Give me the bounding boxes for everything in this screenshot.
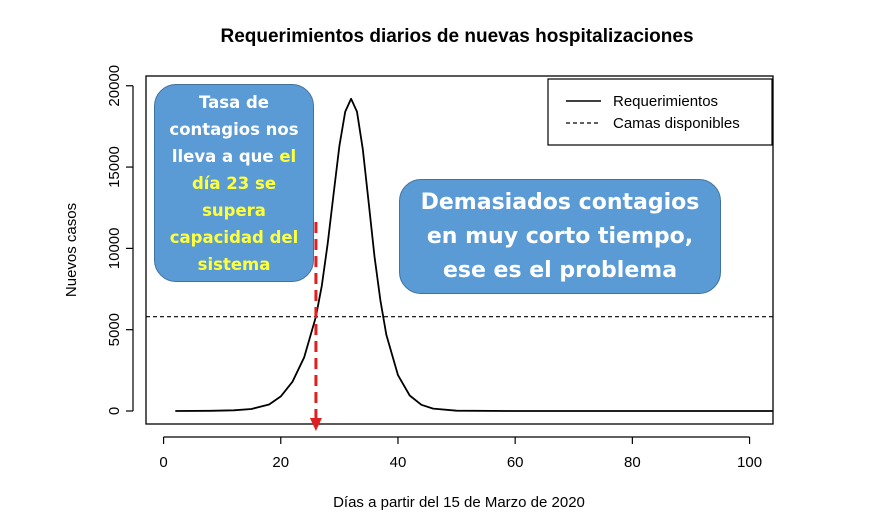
- callout-left-highlight: el día 23 se supera capacidad del sistem…: [169, 146, 299, 274]
- series-layer: [146, 97, 773, 412]
- x-axis-label: Días a partir del 15 de Marzo de 2020: [333, 494, 585, 511]
- y-tick-label-5000: 5000: [106, 313, 123, 346]
- legend-box: [547, 78, 773, 146]
- legend: Requerimientos Camas disponibles: [547, 78, 773, 146]
- chart-title: Requerimientos diarios de nuevas hospita…: [220, 26, 693, 47]
- x-tick-label-100: 100: [737, 454, 762, 471]
- x-tick-label-20: 20: [272, 454, 289, 471]
- callout-problem: Demasiados contagios en muy corto tiempo…: [399, 179, 721, 294]
- legend-label-requerimientos: Requerimientos: [613, 93, 718, 110]
- callout-right-text: Demasiados contagios en muy corto tiempo…: [420, 189, 700, 283]
- y-tick-label-10000: 10000: [106, 228, 123, 270]
- x-tick-label-0: 0: [159, 454, 167, 471]
- x-axis: 0 20 40 60 80 100: [159, 436, 762, 471]
- x-tick-label-80: 80: [624, 454, 641, 471]
- plot-frame: [145, 75, 774, 425]
- legend-label-camas: Camas disponibles: [613, 115, 740, 132]
- callout-left-text: Tasa de contagios nos lleva a que: [169, 92, 299, 166]
- y-tick-label-15000: 15000: [106, 146, 123, 188]
- y-axis: 0 5000 10000 15000 20000: [106, 65, 134, 415]
- series-line-requerimientos: [175, 97, 773, 412]
- x-tick-label-60: 60: [507, 454, 524, 471]
- y-tick-label-0: 0: [106, 407, 123, 415]
- y-tick-label-20000: 20000: [106, 65, 123, 107]
- callout-capacity-exceeded: Tasa de contagios nos lleva a que el día…: [154, 84, 314, 282]
- y-axis-label: Nuevos casos: [63, 203, 80, 297]
- day-marker-arrowhead: [309, 418, 322, 431]
- x-tick-label-40: 40: [390, 454, 407, 471]
